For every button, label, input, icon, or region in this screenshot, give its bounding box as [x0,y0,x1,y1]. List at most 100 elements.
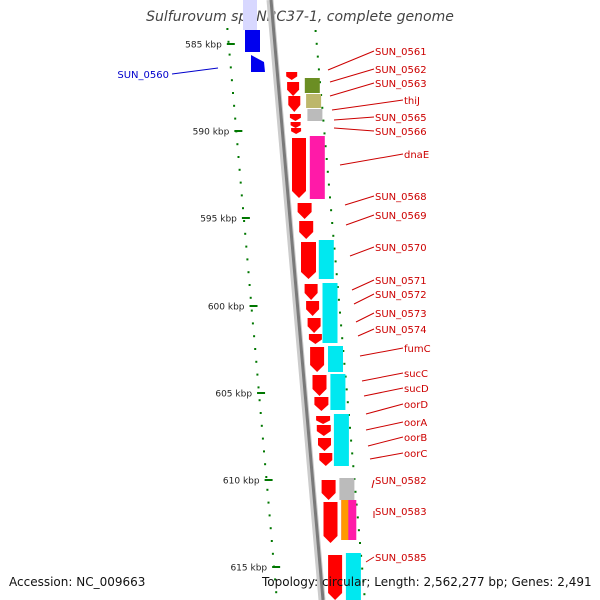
gene-label-reverse: oorC [404,449,427,460]
gene-label-line [333,116,375,121]
tick-dot [228,53,231,56]
gene-label-line [365,556,375,563]
gene-label-line [365,421,404,431]
reverse-gene-arrow [304,284,318,300]
cog-block [307,109,323,121]
gene-label-reverse: SUN_0582 [375,476,427,487]
inner-tick-dot [355,503,358,506]
inner-tick-dot [323,132,326,135]
gene-label-reverse: SUN_0573 [375,309,427,320]
tick-dot [234,117,237,120]
gene-label-line [171,67,219,75]
inner-tick-dot [349,426,351,429]
reverse-gene-arrow [316,425,331,436]
inner-tick-dot [362,580,365,583]
tick-dot [264,463,267,466]
reverse-gene-arrow [291,128,302,134]
cog-block [341,500,349,540]
tick-dot [230,79,233,82]
gene-label-line [333,127,375,132]
gene-label-reverse: SUN_0568 [375,192,427,203]
inner-tick-dot [359,542,361,544]
reverse-gene-arrow [292,138,306,198]
tick-dot [240,194,243,197]
tick-dot [250,309,253,312]
inner-tick-dot [319,81,321,84]
inner-tick-dot [344,375,347,378]
gene-label-line [357,328,375,337]
reverse-gene-arrow [319,453,333,466]
gene-label-reverse: SUN_0571 [375,276,427,287]
gene-label-reverse: SUN_0572 [375,290,427,301]
tick-dot [270,540,273,542]
reverse-gene-arrow [289,114,301,121]
gene-label-line [327,50,375,71]
inner-tick-dot [339,311,341,314]
tick-dot [271,552,274,555]
tick-dot [254,348,257,350]
reverse-gene-arrow [301,242,316,279]
gene-label-reverse: SUN_0574 [375,325,427,336]
gene-label-line [367,436,404,447]
inner-tick-dot [334,260,337,263]
inner-tick-dot [314,30,317,32]
reverse-gene-arrow [310,347,325,372]
inner-tick-dot [350,439,353,442]
tick-dot [229,66,232,69]
tick-dot [253,335,256,338]
gene-label-line [345,214,375,226]
reverse-gene-arrow [297,203,312,219]
cog-block [322,283,338,343]
tick-dot [245,245,248,248]
gene-label-reverse: sucC [404,369,428,380]
tick-dot [239,181,242,184]
cog-block [318,240,334,279]
reverse-gene-arrow [307,318,321,333]
gene-label-reverse: SUN_0562 [375,65,427,76]
gene-label-line [344,195,375,206]
gene-label-reverse: SUN_0563 [375,79,427,90]
cog-block [328,346,343,372]
tick-dot [233,104,236,107]
reverse-gene-arrow [321,480,336,500]
cog-block [333,414,349,466]
tick-dot [247,271,250,274]
gene-label-line [329,68,375,83]
reverse-gene-arrow [288,96,301,112]
gene-label-reverse: oorA [404,418,427,429]
inner-tick-dot [341,337,344,340]
inner-tick-dot [354,490,357,493]
inner-tick-dot [317,68,320,71]
cog-block [304,78,320,93]
inner-tick-dot [351,452,354,455]
gene-label-reverse: thiJ [404,96,420,107]
tick-dot [260,424,263,427]
cog-block [339,478,355,500]
inner-tick-dot [315,42,318,45]
inner-tick-dot [335,273,338,276]
reverse-gene-arrow [316,416,331,424]
inner-tick-dot [337,298,340,301]
tick-dot [238,168,241,171]
inner-tick-dot [330,209,333,212]
backbone-line [269,0,325,600]
inner-tick-dot [360,554,363,557]
inner-tick-dot [333,247,336,250]
gene-label-reverse: SUN_0561 [375,47,427,58]
reverse-gene-arrow [299,221,314,239]
inner-tick-dot [326,170,329,173]
tick-dot [267,501,270,504]
inner-tick-dot [316,55,319,58]
tick-dot [263,450,265,453]
gene-label-reverse: SUN_0583 [375,507,427,518]
cog-block [309,136,325,199]
gene-label-reverse: fumC [404,344,431,355]
gene-label-line [369,452,404,460]
cog-block [330,374,346,410]
tick-dot [269,527,272,530]
inner-tick-dot [336,286,339,288]
reverse-gene-arrow [323,502,338,543]
gene-label-line [339,153,404,166]
